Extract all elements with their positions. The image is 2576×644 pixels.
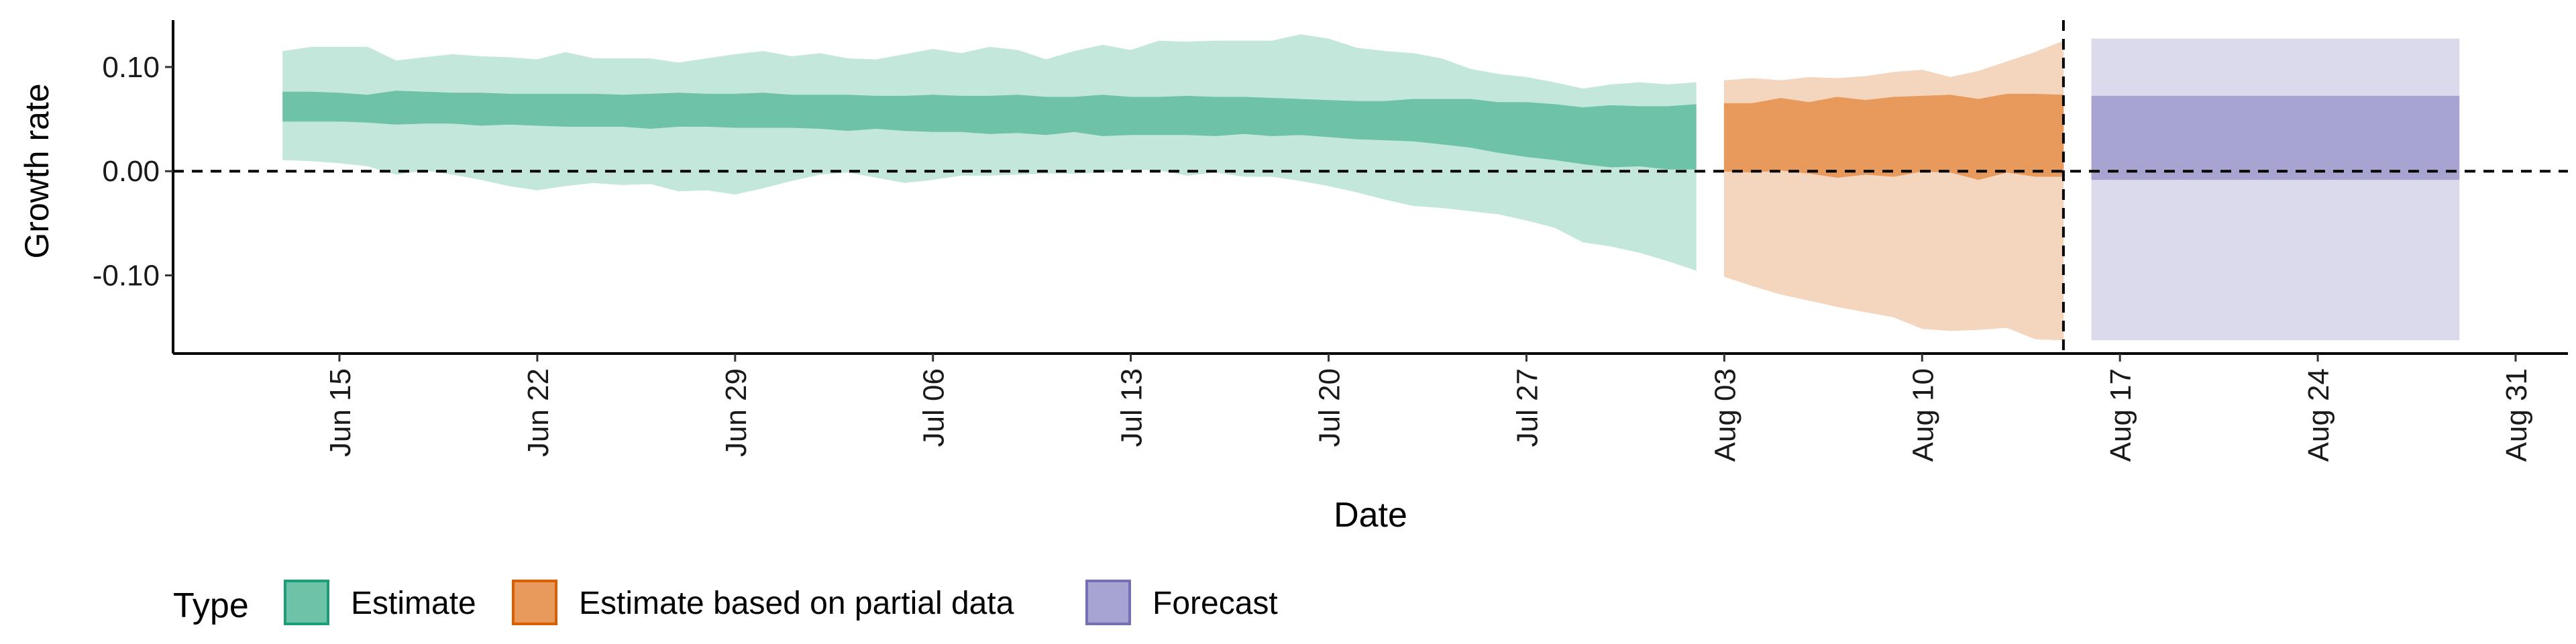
- legend-swatch-estimate: [284, 580, 329, 625]
- x-tick-label: Jul 20: [1313, 368, 1346, 447]
- legend-swatch-forecast: [1085, 580, 1131, 625]
- estimate-outer-band: [282, 34, 1697, 271]
- x-tick-label: Aug 31: [2500, 368, 2533, 462]
- legend-title: Type: [173, 586, 249, 625]
- legend-label-forecast: Forecast: [1152, 586, 1278, 621]
- legend-swatch-estimate-based-on-partial-data: [512, 580, 557, 625]
- bands-layer: [282, 34, 2460, 341]
- x-tick-label: Jul 06: [918, 368, 951, 447]
- forecast-inner-band: [2091, 95, 2460, 180]
- x-tick-label: Jul 13: [1116, 368, 1148, 447]
- axes: -0.10 0.00 0.10 Jun 15 Jun 22 Jun 29 Jul 06 Jul…: [93, 20, 2568, 462]
- y-tick-label: -0.10: [93, 260, 160, 292]
- y-tick-label: 0.00: [102, 155, 160, 188]
- x-tick-label: Aug 10: [1907, 368, 1939, 462]
- estimate-based-on-partial-data-outer-band: [1723, 40, 2064, 341]
- x-tick-label: Jun 15: [324, 368, 357, 457]
- x-axis-title: Date: [1334, 496, 1407, 535]
- x-tick-label: Aug 03: [1709, 368, 1741, 462]
- estimate-inner-band: [282, 91, 1697, 170]
- legend-label-estimate-based-on-partial-data: Estimate based on partial data: [579, 586, 1014, 621]
- x-tick-label: Aug 17: [2104, 368, 2137, 462]
- x-tick-label: Aug 24: [2302, 368, 2335, 462]
- x-tick-label: Jun 29: [720, 368, 753, 457]
- y-axis-title: Growth rate: [18, 83, 56, 258]
- x-tick-label: Jul 27: [1511, 368, 1544, 447]
- estimate-based-on-partial-data-inner-band: [1723, 93, 2064, 180]
- x-tick-label: Jun 22: [522, 368, 555, 457]
- forecast-outer-band: [2091, 38, 2460, 341]
- reference-lines: [173, 20, 2568, 354]
- y-tick-label: 0.10: [102, 51, 160, 84]
- legend-label-estimate: Estimate: [351, 586, 476, 621]
- legend: Type Estimate Estimate based on partial d…: [173, 580, 1278, 625]
